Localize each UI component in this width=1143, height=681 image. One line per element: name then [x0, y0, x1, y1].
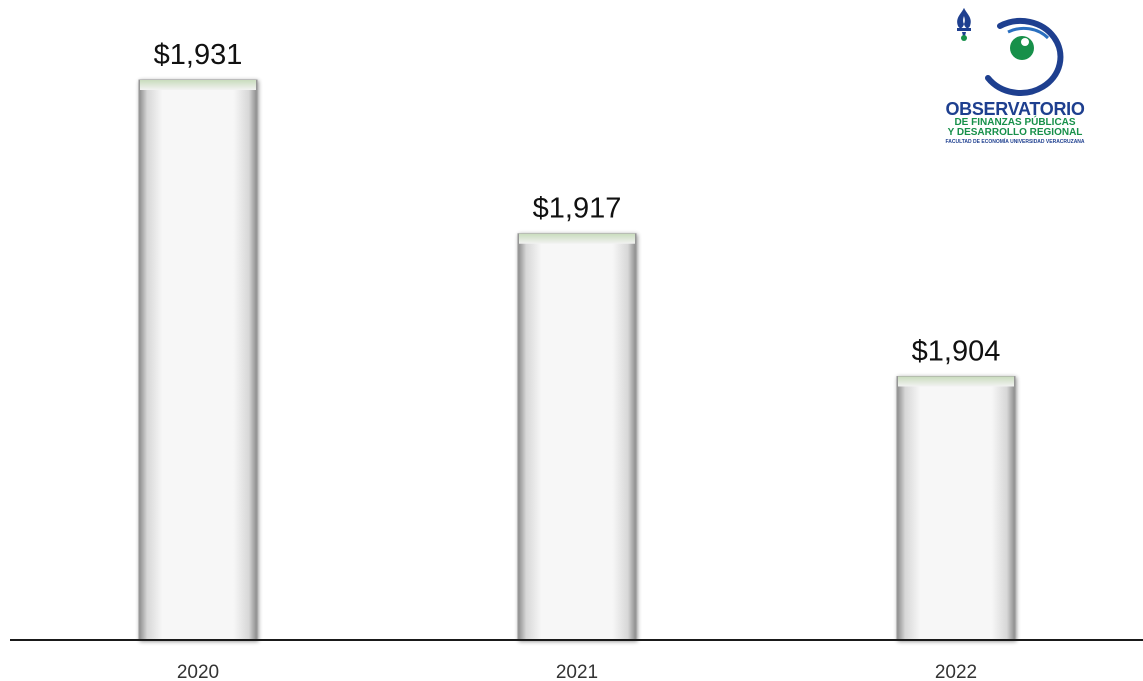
x-tick-label-2021: 2021 — [556, 662, 598, 681]
value-labels-layer: $1,931 $1,917 $1,904 — [154, 39, 1001, 367]
x-tick-label-2022: 2022 — [935, 662, 977, 681]
bar-top-bevel — [140, 80, 256, 90]
value-label-2020: $1,931 — [154, 39, 243, 71]
bar-top-bevel — [898, 376, 1014, 387]
bar-2020 — [138, 79, 258, 641]
bar-top-bevel — [519, 233, 635, 244]
bar-body — [517, 233, 637, 641]
logo-title: OBSERVATORIO — [945, 99, 1085, 119]
value-label-2022: $1,904 — [912, 335, 1001, 367]
x-tick-label-2020: 2020 — [177, 662, 219, 681]
bar-2021 — [517, 233, 637, 641]
logo-subtitle-2: Y DESARROLLO REGIONAL — [947, 127, 1083, 138]
bars-layer — [138, 79, 1016, 641]
bar-body — [138, 79, 258, 641]
bar-2022 — [896, 375, 1016, 641]
bar-body — [896, 375, 1016, 641]
x-tick-labels-layer: 2020 2021 2022 — [177, 662, 977, 681]
logo-subtitle-3: FACULTAD DE ECONOMÍA UNIVERSIDAD VERACRU… — [945, 139, 1085, 145]
value-label-2021: $1,917 — [533, 193, 622, 225]
logo-emblem-icon — [957, 8, 1064, 96]
logo-subtitle-1: DE FINANZAS PÚBLICAS — [954, 117, 1076, 128]
observatorio-logo: OBSERVATORIO DE FINANZAS PÚBLICAS Y DESA… — [930, 8, 1100, 148]
